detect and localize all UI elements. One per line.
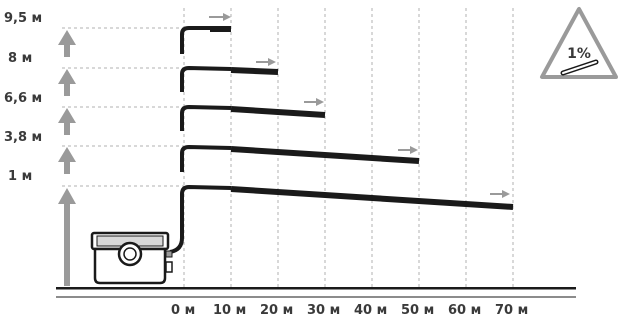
up-arrow-icon <box>58 30 76 286</box>
pipe-run-6-6m <box>180 104 232 131</box>
pipe-thick-3-8m <box>230 146 420 164</box>
distance-label-70: 70 м <box>495 303 528 318</box>
distance-label-10: 10 м <box>213 303 246 318</box>
pump-unit-icon <box>90 231 173 285</box>
height-label-1: 1 м <box>8 169 32 184</box>
vertical-gridlines <box>183 8 514 290</box>
distance-label-20: 20 м <box>260 303 293 318</box>
pipe-thick-1m <box>230 186 514 210</box>
slope-percent-label: 1% <box>567 46 591 62</box>
warning-triangle-icon: 1% <box>540 7 618 79</box>
distance-label-60: 60 м <box>448 303 481 318</box>
slope-pipe-icon <box>560 59 599 76</box>
height-label-8: 8 м <box>8 51 32 66</box>
distance-label-50: 50 м <box>401 303 434 318</box>
pipe-run-9-5m <box>180 26 210 54</box>
pipe-run-3-8m <box>180 144 232 172</box>
height-gridlines <box>62 27 184 187</box>
flow-arrow-icon <box>209 13 510 198</box>
pipe-run-8m <box>180 65 232 92</box>
height-labels: 9,5 м 8 м 6,6 м 3,8 м 1 м <box>4 11 42 184</box>
distance-label-30: 30 м <box>307 303 340 318</box>
pipe-thick-8m <box>230 67 279 75</box>
distance-label-40: 40 м <box>354 303 387 318</box>
pipe-run-1m <box>169 184 232 254</box>
pipe-runs <box>169 26 514 254</box>
distance-label-0: 0 м <box>171 303 195 318</box>
distance-labels: 0 м 10 м 20 м 30 м 40 м 50 м 60 м 70 м <box>171 303 528 318</box>
floor-line <box>56 287 576 290</box>
height-label-3-8: 3,8 м <box>4 130 42 145</box>
height-label-6-6: 6,6 м <box>4 91 42 106</box>
pipe-thick-6-6m <box>230 106 326 118</box>
height-label-9-5: 9,5 м <box>4 11 42 26</box>
